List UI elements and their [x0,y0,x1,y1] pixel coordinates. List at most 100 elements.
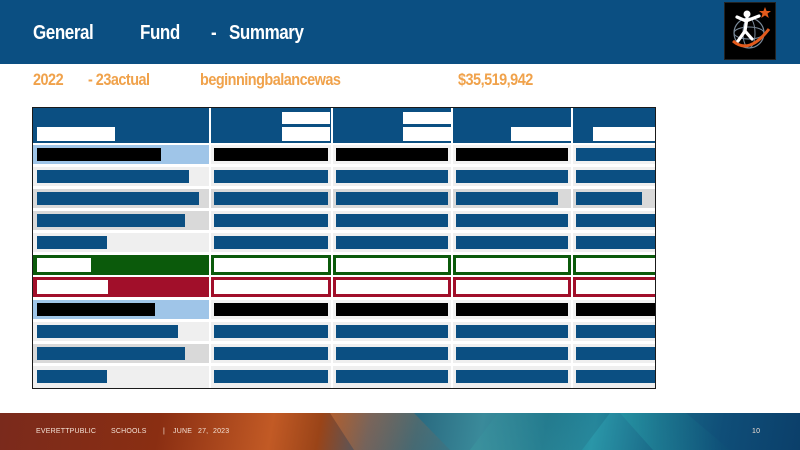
summary-table [32,107,656,389]
table-cell [453,233,571,252]
subtitle-year: 2022 [33,70,64,89]
title-word-summary: Summary [229,22,304,44]
redacted-text-block [456,347,568,360]
table-row-label [33,211,209,230]
table-row-label [33,145,209,164]
table-cell [453,145,571,164]
subtitle-beginning-balance: beginningbalancewas [200,70,341,89]
table-cell [333,344,451,363]
title-word-general: General [33,22,94,44]
footer-date-year: 2023 [213,428,230,435]
table-cell [453,255,571,275]
redacted-text-block [214,214,328,227]
table-header-cell [211,108,331,143]
header-label-box [403,112,451,124]
table-cell [453,277,571,297]
redacted-text-block [214,148,328,161]
header-label-box [282,112,330,124]
table-cell [211,145,331,164]
table-cell [573,167,655,186]
table-cell [211,277,331,297]
redacted-text-block [37,148,161,161]
redacted-text-block [336,258,448,272]
redacted-text-block [37,236,107,249]
subtitle-actual: - 23actual [88,70,150,89]
redacted-text-block [214,303,328,316]
header-label-box [593,127,655,141]
slide-footer: EVERETTPUBLIC SCHOOLS | JUNE 27, 2023 10 [0,413,800,450]
redacted-text-block [37,192,199,205]
table-cell [573,145,655,164]
redacted-text-block [456,170,568,183]
table-header-cell [333,108,451,143]
redacted-text-block [576,148,655,161]
table-row-label [33,189,209,208]
table-cell [453,344,571,363]
table-cell [333,145,451,164]
table-cell [453,167,571,186]
redacted-text-block [576,214,655,227]
runner-globe-star-icon [732,7,771,49]
redacted-text-block [336,370,448,383]
table-cell [453,366,571,388]
table-cell [573,189,655,208]
redacted-text-block [576,236,655,249]
redacted-text-block [336,148,448,161]
table-cell [211,211,331,230]
redacted-text-block [37,280,108,294]
table-cell [573,366,655,388]
header-label-box [282,127,330,141]
footer-date-day: 27, [198,428,209,435]
redacted-text-block [37,303,155,316]
redacted-text-block [576,192,642,205]
table-cell [573,300,655,319]
table-row-label [33,344,209,363]
table-cell [333,211,451,230]
title-word-fund: Fund [140,22,180,44]
district-logo [724,2,776,60]
redacted-text-block [214,370,328,383]
redacted-text-block [214,258,328,272]
table-cell [573,255,655,275]
subtitle-amount: $35,519,942 [458,70,533,89]
redacted-text-block [37,170,189,183]
header-label-box [403,127,451,141]
redacted-text-block [336,347,448,360]
redacted-text-block [37,325,178,338]
redacted-text-block [37,370,107,383]
table-cell [573,277,655,297]
redacted-text-block [37,214,185,227]
redacted-text-block [456,325,568,338]
table-cell [211,255,331,275]
table-cell [333,255,451,275]
table-cell [333,277,451,297]
table-cell [453,322,571,341]
table-row-label [33,300,209,319]
table-row-label [33,366,209,388]
table-row-label [33,255,209,275]
table-header-cell [573,108,655,143]
redacted-text-block [456,192,558,205]
redacted-text-block [214,280,328,294]
redacted-text-block [456,236,568,249]
redacted-text-block [336,280,448,294]
redacted-text-block [576,370,655,383]
table-cell [211,233,331,252]
table-cell [573,233,655,252]
table-cell [211,366,331,388]
redacted-text-block [214,325,328,338]
redacted-text-block [37,347,185,360]
table-cell [333,233,451,252]
redacted-text-block [576,347,655,360]
table-cell [211,167,331,186]
table-row-label [33,322,209,341]
redacted-text-block [214,192,328,205]
redacted-text-block [336,192,448,205]
table-cell [333,322,451,341]
table-row-label [33,233,209,252]
table-cell [211,322,331,341]
redacted-text-block [576,280,655,294]
table-cell [211,344,331,363]
table-cell [333,167,451,186]
footer-separator: | [163,428,166,435]
